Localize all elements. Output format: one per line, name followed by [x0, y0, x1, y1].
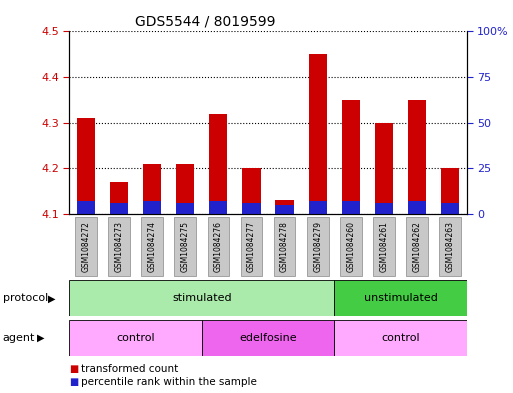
Text: control: control	[381, 332, 420, 343]
Bar	[441, 169, 459, 214]
Text: ■: ■	[69, 376, 78, 387]
FancyBboxPatch shape	[174, 217, 196, 276]
Text: control: control	[116, 332, 155, 343]
Text: GSM1084278: GSM1084278	[280, 221, 289, 272]
Text: GSM1084274: GSM1084274	[148, 221, 156, 272]
Text: GSM1084261: GSM1084261	[380, 221, 388, 272]
Text: ■: ■	[69, 364, 78, 374]
Text: edelfosine: edelfosine	[239, 332, 297, 343]
Text: GSM1084260: GSM1084260	[346, 221, 356, 272]
FancyBboxPatch shape	[69, 280, 334, 316]
FancyBboxPatch shape	[241, 217, 262, 276]
Text: GSM1084272: GSM1084272	[82, 221, 90, 272]
Bar	[143, 164, 161, 214]
Text: GSM1084273: GSM1084273	[114, 221, 124, 272]
Text: GDS5544 / 8019599: GDS5544 / 8019599	[135, 15, 275, 29]
Bar	[342, 100, 360, 214]
FancyBboxPatch shape	[334, 320, 467, 356]
Bar	[309, 54, 327, 214]
Text: transformed count: transformed count	[81, 364, 179, 374]
Bar	[375, 203, 393, 214]
Bar	[176, 164, 194, 214]
Bar	[77, 118, 95, 214]
FancyBboxPatch shape	[307, 217, 328, 276]
Text: protocol: protocol	[3, 293, 48, 303]
Text: GSM1084277: GSM1084277	[247, 221, 256, 272]
Bar	[375, 123, 393, 214]
Bar	[77, 201, 95, 214]
Bar	[209, 201, 227, 214]
FancyBboxPatch shape	[208, 217, 229, 276]
FancyBboxPatch shape	[274, 217, 295, 276]
FancyBboxPatch shape	[202, 320, 334, 356]
Bar	[209, 114, 227, 214]
Text: agent: agent	[3, 332, 35, 343]
FancyBboxPatch shape	[373, 217, 395, 276]
Text: GSM1084262: GSM1084262	[412, 221, 422, 272]
Bar	[275, 200, 294, 214]
FancyBboxPatch shape	[406, 217, 428, 276]
FancyBboxPatch shape	[340, 217, 362, 276]
Text: GSM1084263: GSM1084263	[446, 221, 455, 272]
Bar	[441, 203, 459, 214]
Text: stimulated: stimulated	[172, 293, 231, 303]
Text: percentile rank within the sample: percentile rank within the sample	[81, 376, 257, 387]
FancyBboxPatch shape	[75, 217, 96, 276]
Bar	[110, 182, 128, 214]
FancyBboxPatch shape	[69, 320, 202, 356]
Bar	[242, 203, 261, 214]
FancyBboxPatch shape	[440, 217, 461, 276]
Bar	[408, 100, 426, 214]
Bar	[342, 201, 360, 214]
Bar	[176, 203, 194, 214]
FancyBboxPatch shape	[334, 280, 467, 316]
Text: GSM1084275: GSM1084275	[181, 221, 190, 272]
FancyBboxPatch shape	[141, 217, 163, 276]
FancyBboxPatch shape	[108, 217, 130, 276]
Bar	[143, 201, 161, 214]
Bar	[110, 203, 128, 214]
Bar	[275, 205, 294, 214]
Text: GSM1084276: GSM1084276	[214, 221, 223, 272]
Bar	[408, 201, 426, 214]
Text: GSM1084279: GSM1084279	[313, 221, 322, 272]
Text: ▶: ▶	[48, 293, 55, 303]
Text: ▶: ▶	[37, 332, 45, 343]
Text: unstimulated: unstimulated	[364, 293, 438, 303]
Bar	[309, 201, 327, 214]
Bar	[242, 169, 261, 214]
